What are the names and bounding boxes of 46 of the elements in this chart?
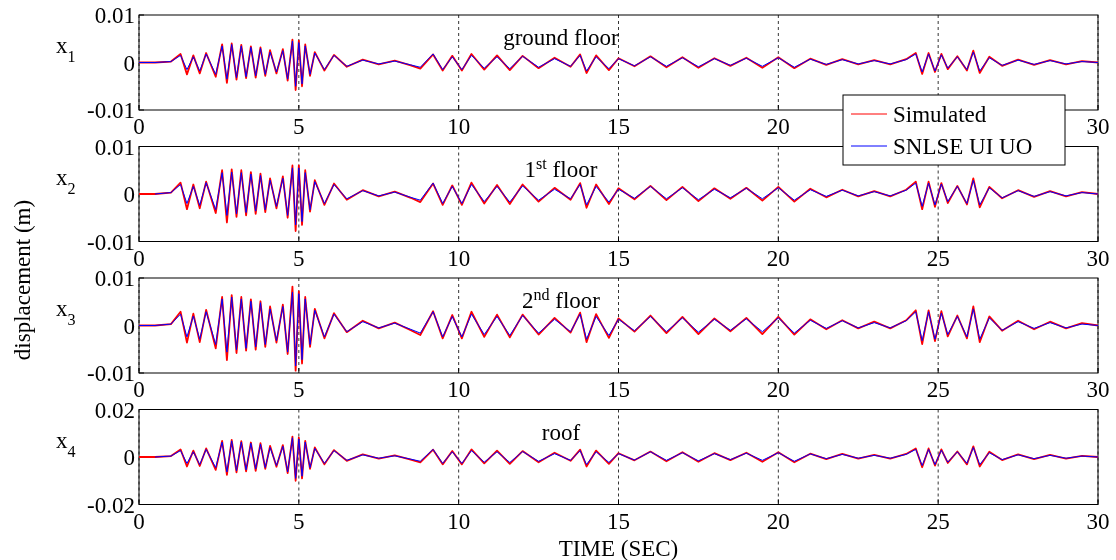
y-tick-label: 0.01 bbox=[94, 266, 135, 291]
y-tick-label: 0 bbox=[123, 445, 135, 470]
text: displacement (m) bbox=[10, 199, 35, 361]
x-tick-label: 25 bbox=[926, 508, 950, 534]
x-tick-label: 20 bbox=[766, 508, 790, 534]
legend-label: Simulated bbox=[893, 102, 987, 127]
chart-title: ground floor bbox=[503, 25, 620, 50]
x-tick-label: 10 bbox=[447, 114, 471, 139]
y-tick-label: -0.01 bbox=[87, 361, 135, 386]
x-tick-label: 15 bbox=[607, 114, 630, 139]
y-tick-label: 0 bbox=[123, 313, 135, 339]
y-tick-label: 0 bbox=[123, 50, 135, 76]
x-tick-label: 20 bbox=[766, 245, 790, 271]
x-tick-label: 5 bbox=[293, 245, 305, 271]
x-tick-label: 25 bbox=[926, 245, 950, 271]
x-tick-label: 10 bbox=[447, 377, 471, 402]
x-tick-label: 20 bbox=[766, 377, 790, 402]
y-tick-label: 0.01 bbox=[94, 3, 135, 28]
x-tick-label: 10 bbox=[447, 245, 471, 271]
y-axis-title: x$_{4}$ bbox=[56, 427, 76, 459]
y-axis-title: x$_{2}$ bbox=[56, 164, 76, 196]
chart-title: 1$^{st}$ floor bbox=[524, 154, 598, 182]
x-tick-label: 30 bbox=[1086, 508, 1110, 534]
y-tick-label: 0.02 bbox=[94, 397, 135, 423]
y-axis-title: x$_{3}$ bbox=[56, 296, 76, 328]
x-tick-label: 25 bbox=[926, 377, 950, 402]
x-tick-label: 5 bbox=[293, 508, 305, 534]
y-tick-label: -0.01 bbox=[87, 98, 135, 123]
x-tick-label: 20 bbox=[766, 114, 790, 139]
x-tick-label: 15 bbox=[607, 377, 630, 402]
x-tick-label: 30 bbox=[1086, 114, 1110, 139]
y-tick-label: 0.01 bbox=[94, 134, 135, 160]
x-tick-label: 15 bbox=[607, 245, 630, 271]
legend-label: SNLSE UI UO bbox=[893, 134, 1033, 159]
x-tick-label: 30 bbox=[1086, 377, 1110, 402]
y-tick-label: -0.01 bbox=[87, 229, 135, 255]
y-tick-label: -0.02 bbox=[87, 492, 135, 518]
x-tick-label: 10 bbox=[447, 508, 471, 534]
y-tick-label: 0 bbox=[123, 182, 135, 207]
y-axis-title: x$_{1}$ bbox=[56, 33, 76, 65]
x-tick-label: 15 bbox=[607, 508, 630, 534]
x-tick-label: 30 bbox=[1086, 245, 1110, 271]
chart-title: 2$^{nd}$ floor bbox=[521, 285, 601, 313]
x-tick-label: 5 bbox=[293, 114, 305, 139]
chart-title: roof bbox=[541, 419, 581, 445]
x-tick-label: 5 bbox=[293, 377, 305, 402]
